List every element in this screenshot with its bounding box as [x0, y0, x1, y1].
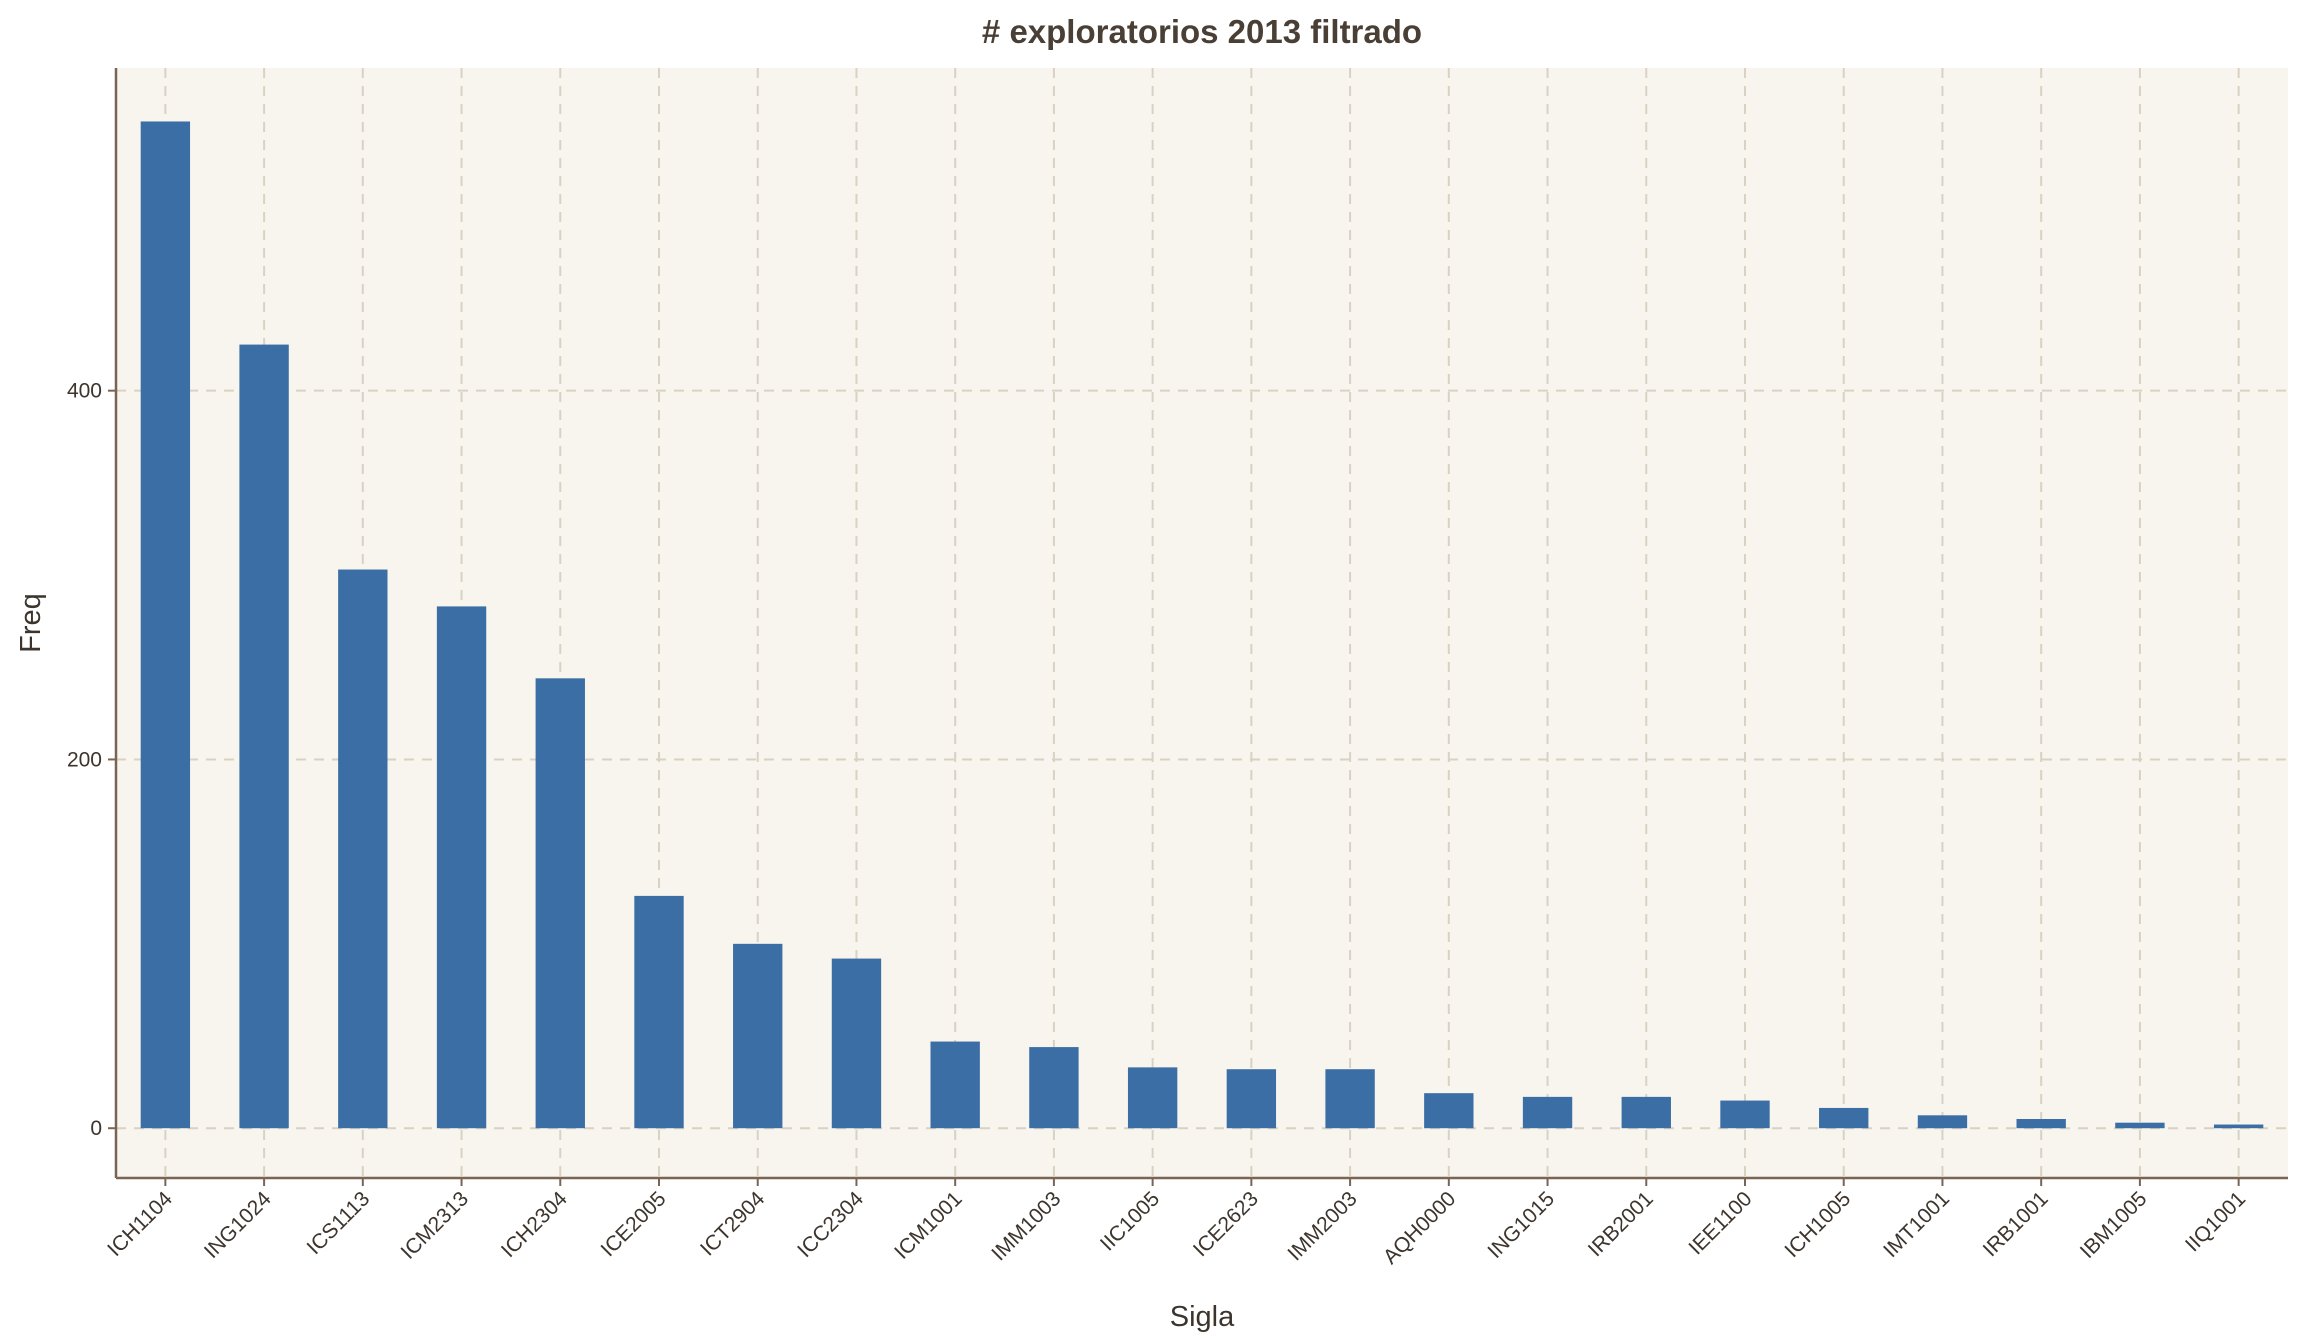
bar-aqh0000: [1424, 1093, 1474, 1129]
bar-icc2304: [831, 958, 882, 1129]
x-tick-label: AQH0000: [1379, 1187, 1460, 1268]
x-tick-label: ICE2623: [1189, 1187, 1263, 1261]
x-axis-label: Sigla: [1170, 1301, 1235, 1333]
y-axis-label: Freq: [15, 593, 47, 653]
x-tick-label: ICM1001: [890, 1187, 967, 1264]
y-ticks: 0 200 400: [67, 380, 116, 1140]
x-tick-label: IRB1001: [1979, 1187, 2053, 1261]
bar-icm1001: [930, 1041, 980, 1129]
bar-ibm1005: [2115, 1122, 2165, 1129]
y-tick-label: 400: [67, 380, 102, 403]
bar-ich2304: [535, 678, 585, 1129]
bar-imm1003: [1029, 1047, 1079, 1129]
x-tick-label: ICH2304: [497, 1187, 572, 1262]
x-tick-label: IIQ1001: [2181, 1187, 2250, 1256]
bar-ice2005: [634, 895, 684, 1129]
x-tick-label: ICE2005: [596, 1187, 670, 1261]
x-tick-label: ING1015: [1483, 1187, 1559, 1263]
bar-iiq1001: [2213, 1124, 2264, 1129]
y-tick-label: 200: [67, 748, 102, 771]
bar-icm2313: [436, 606, 487, 1129]
x-tick-label: ICM2313: [397, 1187, 474, 1264]
x-tick-label: IRB2001: [1584, 1187, 1658, 1261]
bar-ing1015: [1522, 1096, 1573, 1129]
bar-ich1005: [1819, 1107, 1869, 1129]
x-tick-label: IMM1003: [987, 1187, 1065, 1265]
bar-irb2001: [1621, 1096, 1671, 1129]
chart-title: # exploratorios 2013 filtrado: [982, 13, 1422, 50]
x-tick-label: IMT1001: [1879, 1187, 1954, 1262]
x-tick-label: IMM2003: [1283, 1187, 1361, 1265]
axes: [114, 68, 2288, 1180]
x-tick-label: ICH1104: [103, 1187, 177, 1261]
bar-ich1104: [140, 121, 191, 1129]
grid: [116, 68, 2288, 1178]
bar-imt1001: [1917, 1115, 1968, 1129]
x-ticks: ICH1104 ING1024 ICS1113 ICM2313 ICH2304 ICE20…: [103, 1178, 2250, 1269]
bar-ing1024: [239, 344, 289, 1129]
x-tick-label: IEE1100: [1684, 1187, 1756, 1259]
bar-irb1001: [2016, 1118, 2066, 1129]
bars: [140, 121, 2264, 1129]
bar-ict2904: [733, 943, 783, 1129]
x-tick-label: ICH1005: [1780, 1187, 1855, 1262]
x-tick-label: ING1024: [200, 1187, 276, 1263]
x-tick-label: ICT2904: [696, 1187, 769, 1260]
x-tick-label: ICC2304: [793, 1187, 868, 1262]
bar-imm2003: [1325, 1069, 1375, 1129]
x-tick-label: IBM1005: [2076, 1187, 2152, 1263]
bar-ics1113: [338, 569, 388, 1129]
bar-ice2623: [1226, 1069, 1277, 1129]
x-tick-label: IIC1005: [1096, 1187, 1164, 1255]
bar-iee1100: [1720, 1100, 1770, 1129]
bar-iic1005: [1127, 1067, 1178, 1129]
y-tick-label: 0: [90, 1117, 102, 1140]
x-tick-label: ICS1113: [303, 1187, 375, 1259]
